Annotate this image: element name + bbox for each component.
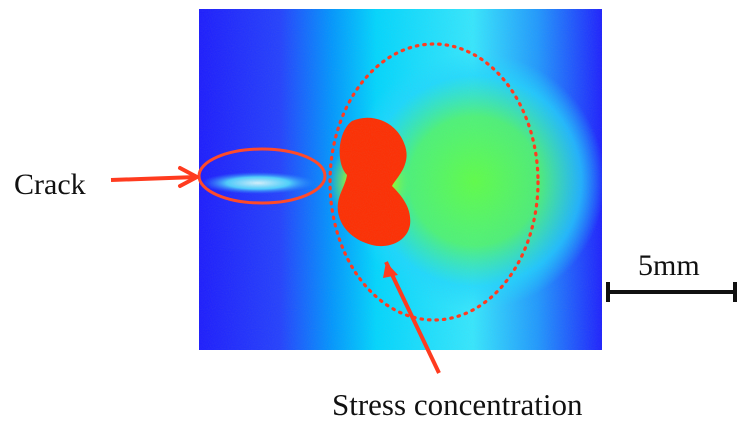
stress-arrow-head (383, 262, 398, 278)
crack-highlight-ellipse (197, 147, 327, 205)
stress-region-dotted-ellipse (328, 42, 540, 322)
stress-arrow-line (384, 261, 441, 374)
image-noise-texture (199, 9, 602, 350)
stress-concentration-label: Stress concentration (332, 387, 583, 422)
scale-label: 5mm (638, 249, 700, 282)
crack-label: Crack (14, 168, 86, 201)
crack-arrow-head (178, 166, 199, 188)
crack-arrow-line (110, 175, 198, 182)
thermal-image-region (199, 9, 602, 350)
